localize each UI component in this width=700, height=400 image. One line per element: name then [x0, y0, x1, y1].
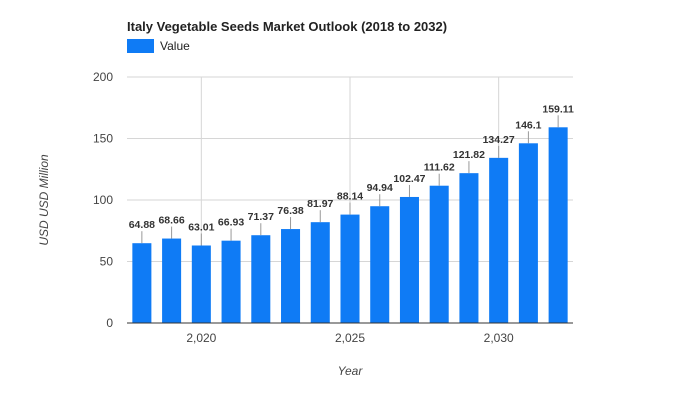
bar	[281, 229, 301, 323]
x-tick-label: 2,030	[484, 331, 514, 345]
x-tick-label: 2,020	[186, 331, 216, 345]
bar	[489, 157, 509, 323]
chart-title: Italy Vegetable Seeds Market Outlook (20…	[127, 19, 448, 34]
bar	[340, 214, 360, 323]
data-label: 63.01	[188, 221, 214, 233]
data-label: 102.47	[393, 173, 425, 185]
y-tick-label: 50	[100, 255, 114, 269]
legend: Value	[127, 39, 190, 53]
data-label: 134.27	[483, 134, 515, 146]
data-label: 71.37	[248, 211, 274, 223]
bar	[459, 173, 479, 323]
data-label: 66.93	[218, 217, 244, 229]
data-label: 81.97	[307, 198, 333, 210]
bar	[370, 206, 390, 323]
bar	[310, 222, 330, 323]
bar	[251, 235, 271, 323]
data-label: 146.1	[515, 119, 541, 131]
y-axis-title: USD USD Million	[37, 154, 51, 246]
data-label: 94.94	[367, 182, 393, 194]
x-axis-title: Year	[338, 364, 364, 378]
data-label: 88.14	[337, 191, 363, 203]
data-label: 76.38	[277, 205, 303, 217]
y-tick-label: 200	[93, 70, 113, 84]
legend-label: Value	[160, 39, 190, 53]
bar	[221, 240, 241, 323]
y-tick-label: 150	[93, 132, 113, 146]
bar	[162, 238, 182, 323]
bar	[548, 127, 568, 323]
legend-swatch	[127, 39, 154, 53]
data-label: 111.62	[424, 162, 455, 174]
bar	[399, 196, 419, 323]
y-tick-label: 0	[106, 316, 113, 330]
bar	[132, 243, 152, 323]
data-label: 68.66	[158, 215, 184, 227]
data-label: 159.11	[542, 103, 574, 115]
bar	[518, 143, 538, 323]
data-label: 64.88	[129, 219, 155, 231]
bar	[429, 185, 449, 323]
x-tick-label: 2,025	[335, 331, 365, 345]
data-label: 121.82	[453, 149, 485, 161]
y-tick-label: 100	[93, 193, 113, 207]
bar	[191, 245, 211, 323]
